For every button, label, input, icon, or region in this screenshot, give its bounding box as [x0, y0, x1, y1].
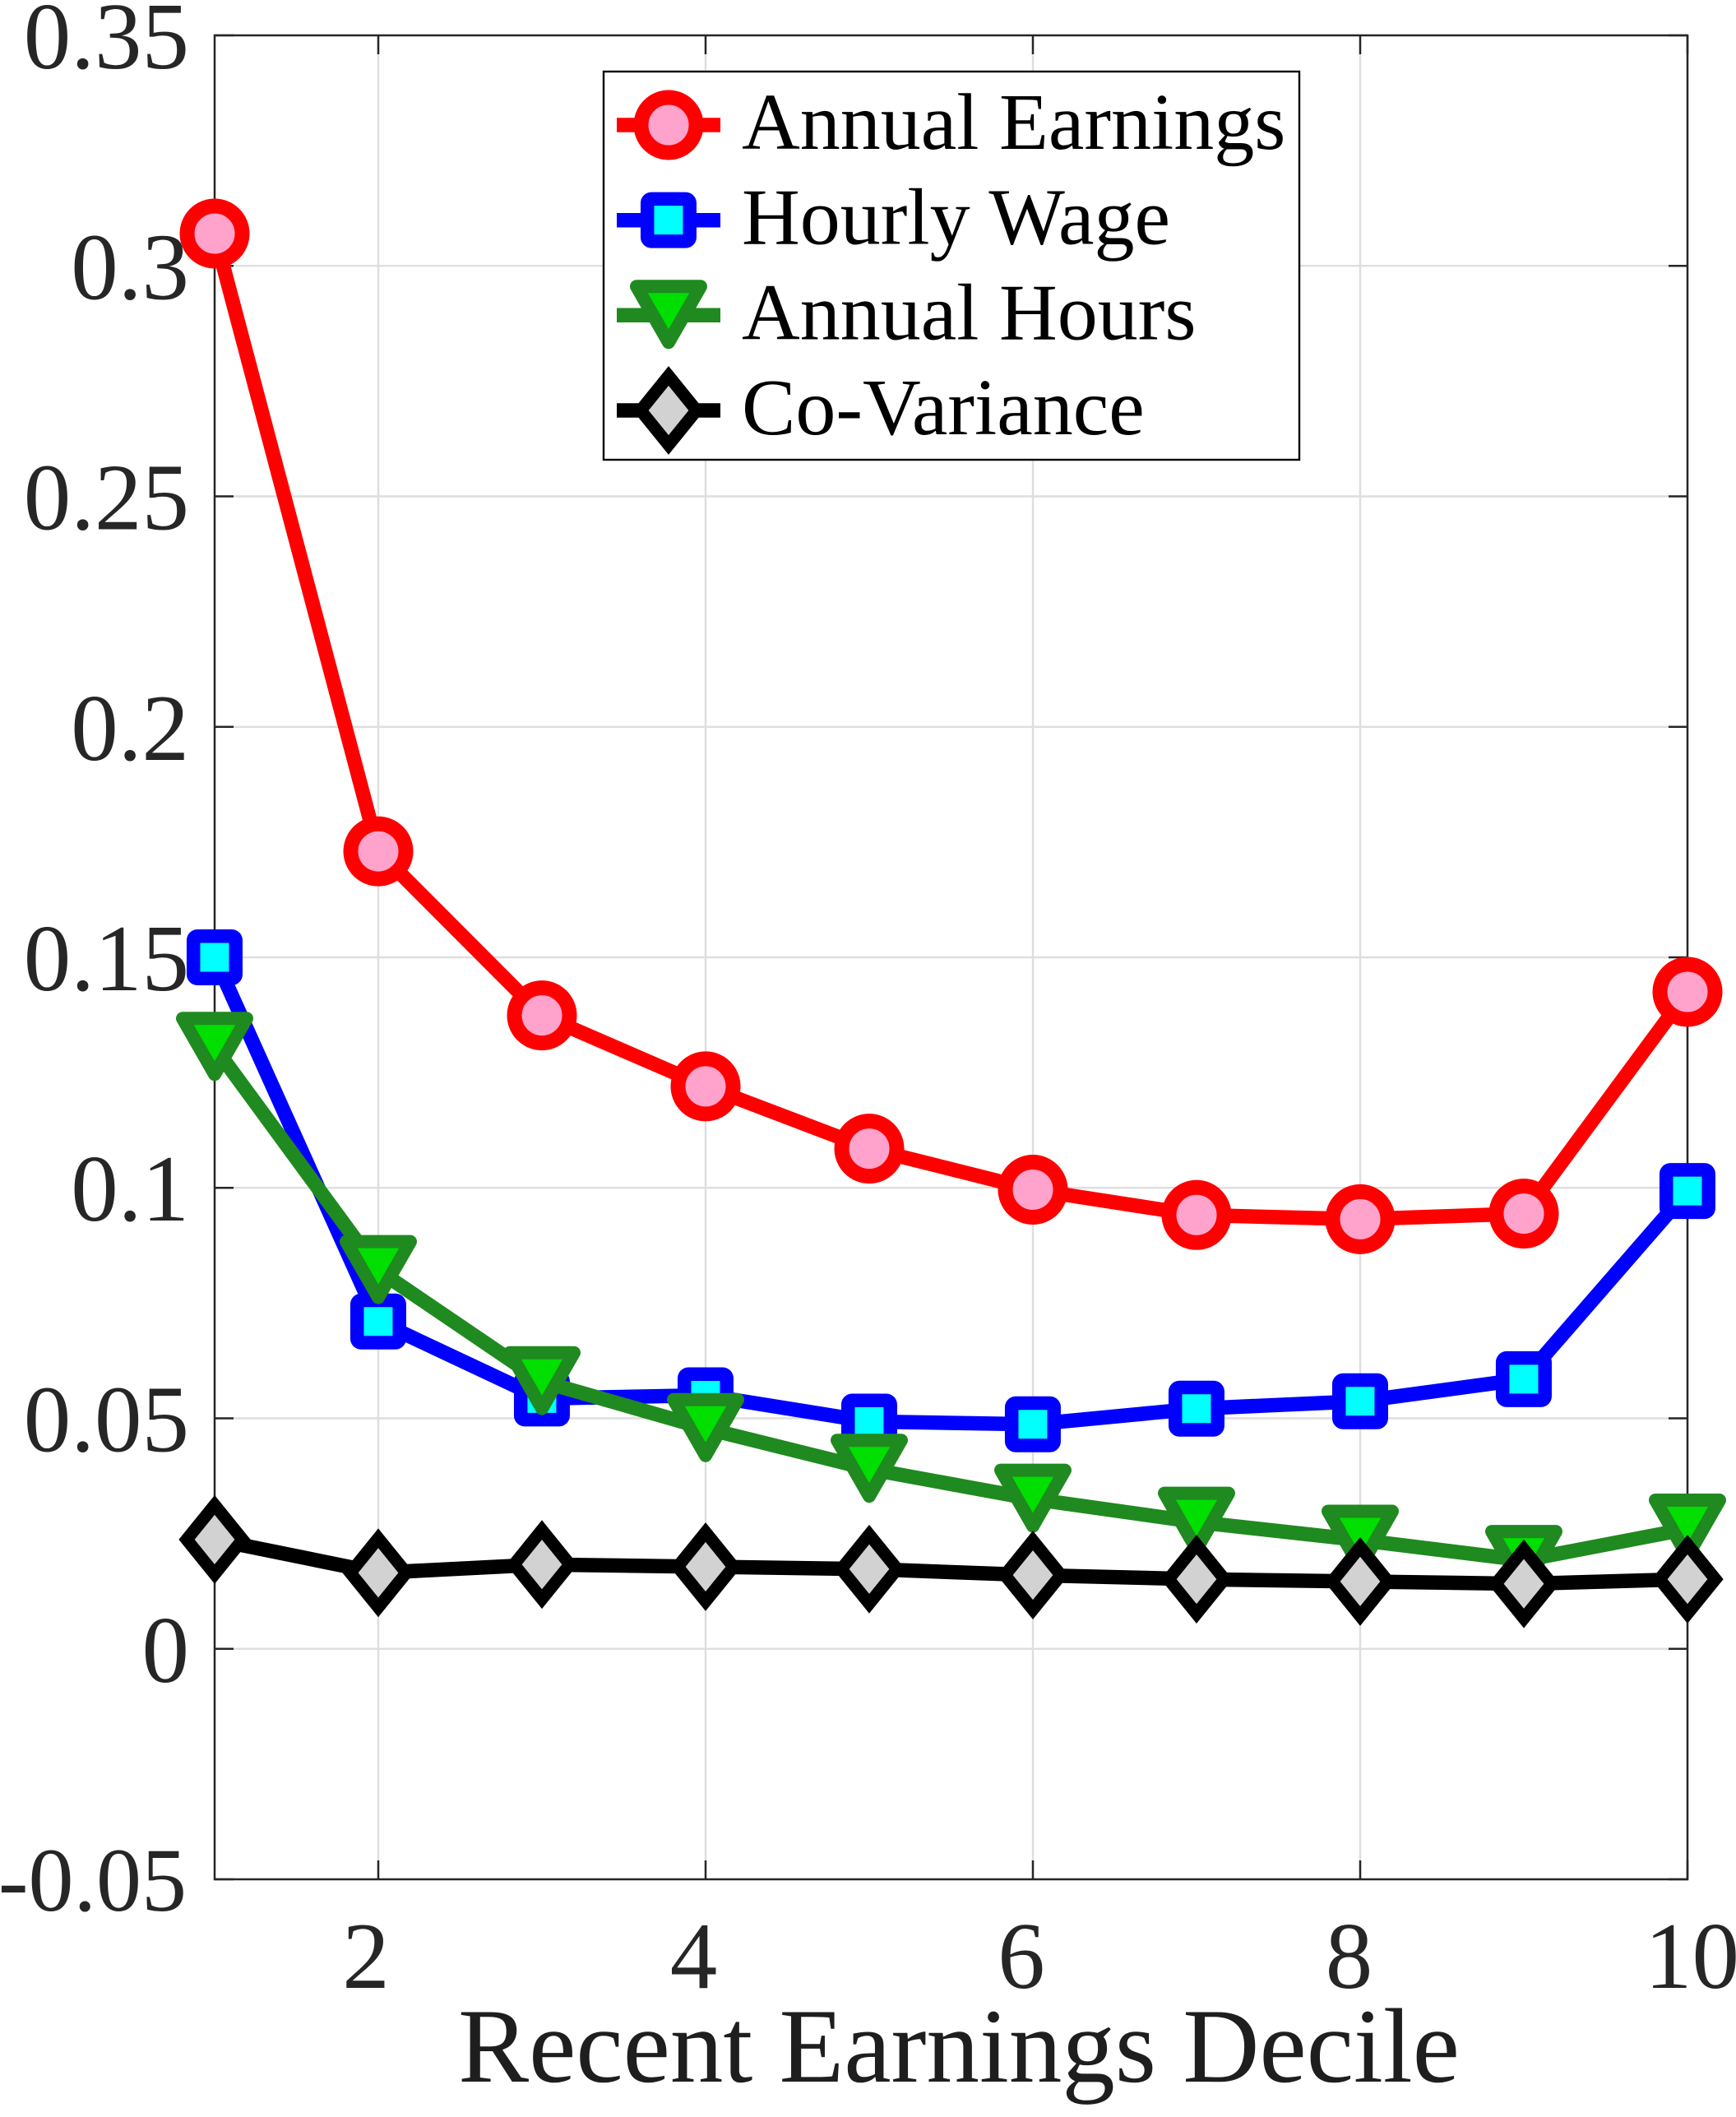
svg-text:4: 4 — [670, 1904, 718, 2008]
svg-text:0.05: 0.05 — [24, 1368, 189, 1472]
svg-text:0.15: 0.15 — [24, 906, 189, 1011]
svg-text:2: 2 — [342, 1904, 390, 2008]
svg-text:Hourly Wage: Hourly Wage — [742, 174, 1170, 262]
svg-text:6: 6 — [998, 1904, 1045, 2008]
svg-text:0.1: 0.1 — [71, 1137, 189, 1241]
svg-text:-0.05: -0.05 — [0, 1830, 187, 1930]
svg-text:0.25: 0.25 — [24, 446, 189, 550]
svg-text:Annual Earnings: Annual Earnings — [742, 78, 1285, 167]
svg-text:0: 0 — [142, 1598, 190, 1702]
svg-text:10: 10 — [1645, 1904, 1736, 2008]
svg-text:0.35: 0.35 — [24, 0, 189, 89]
svg-text:Recent Earnings Decile: Recent Earnings Decile — [458, 1987, 1460, 2105]
svg-text:8: 8 — [1326, 1904, 1373, 2008]
svg-text:0.2: 0.2 — [71, 676, 189, 781]
svg-text:0.3: 0.3 — [71, 215, 189, 319]
svg-text:Annual Hours: Annual Hours — [742, 268, 1197, 357]
svg-text:Co-Variance: Co-Variance — [742, 364, 1145, 452]
